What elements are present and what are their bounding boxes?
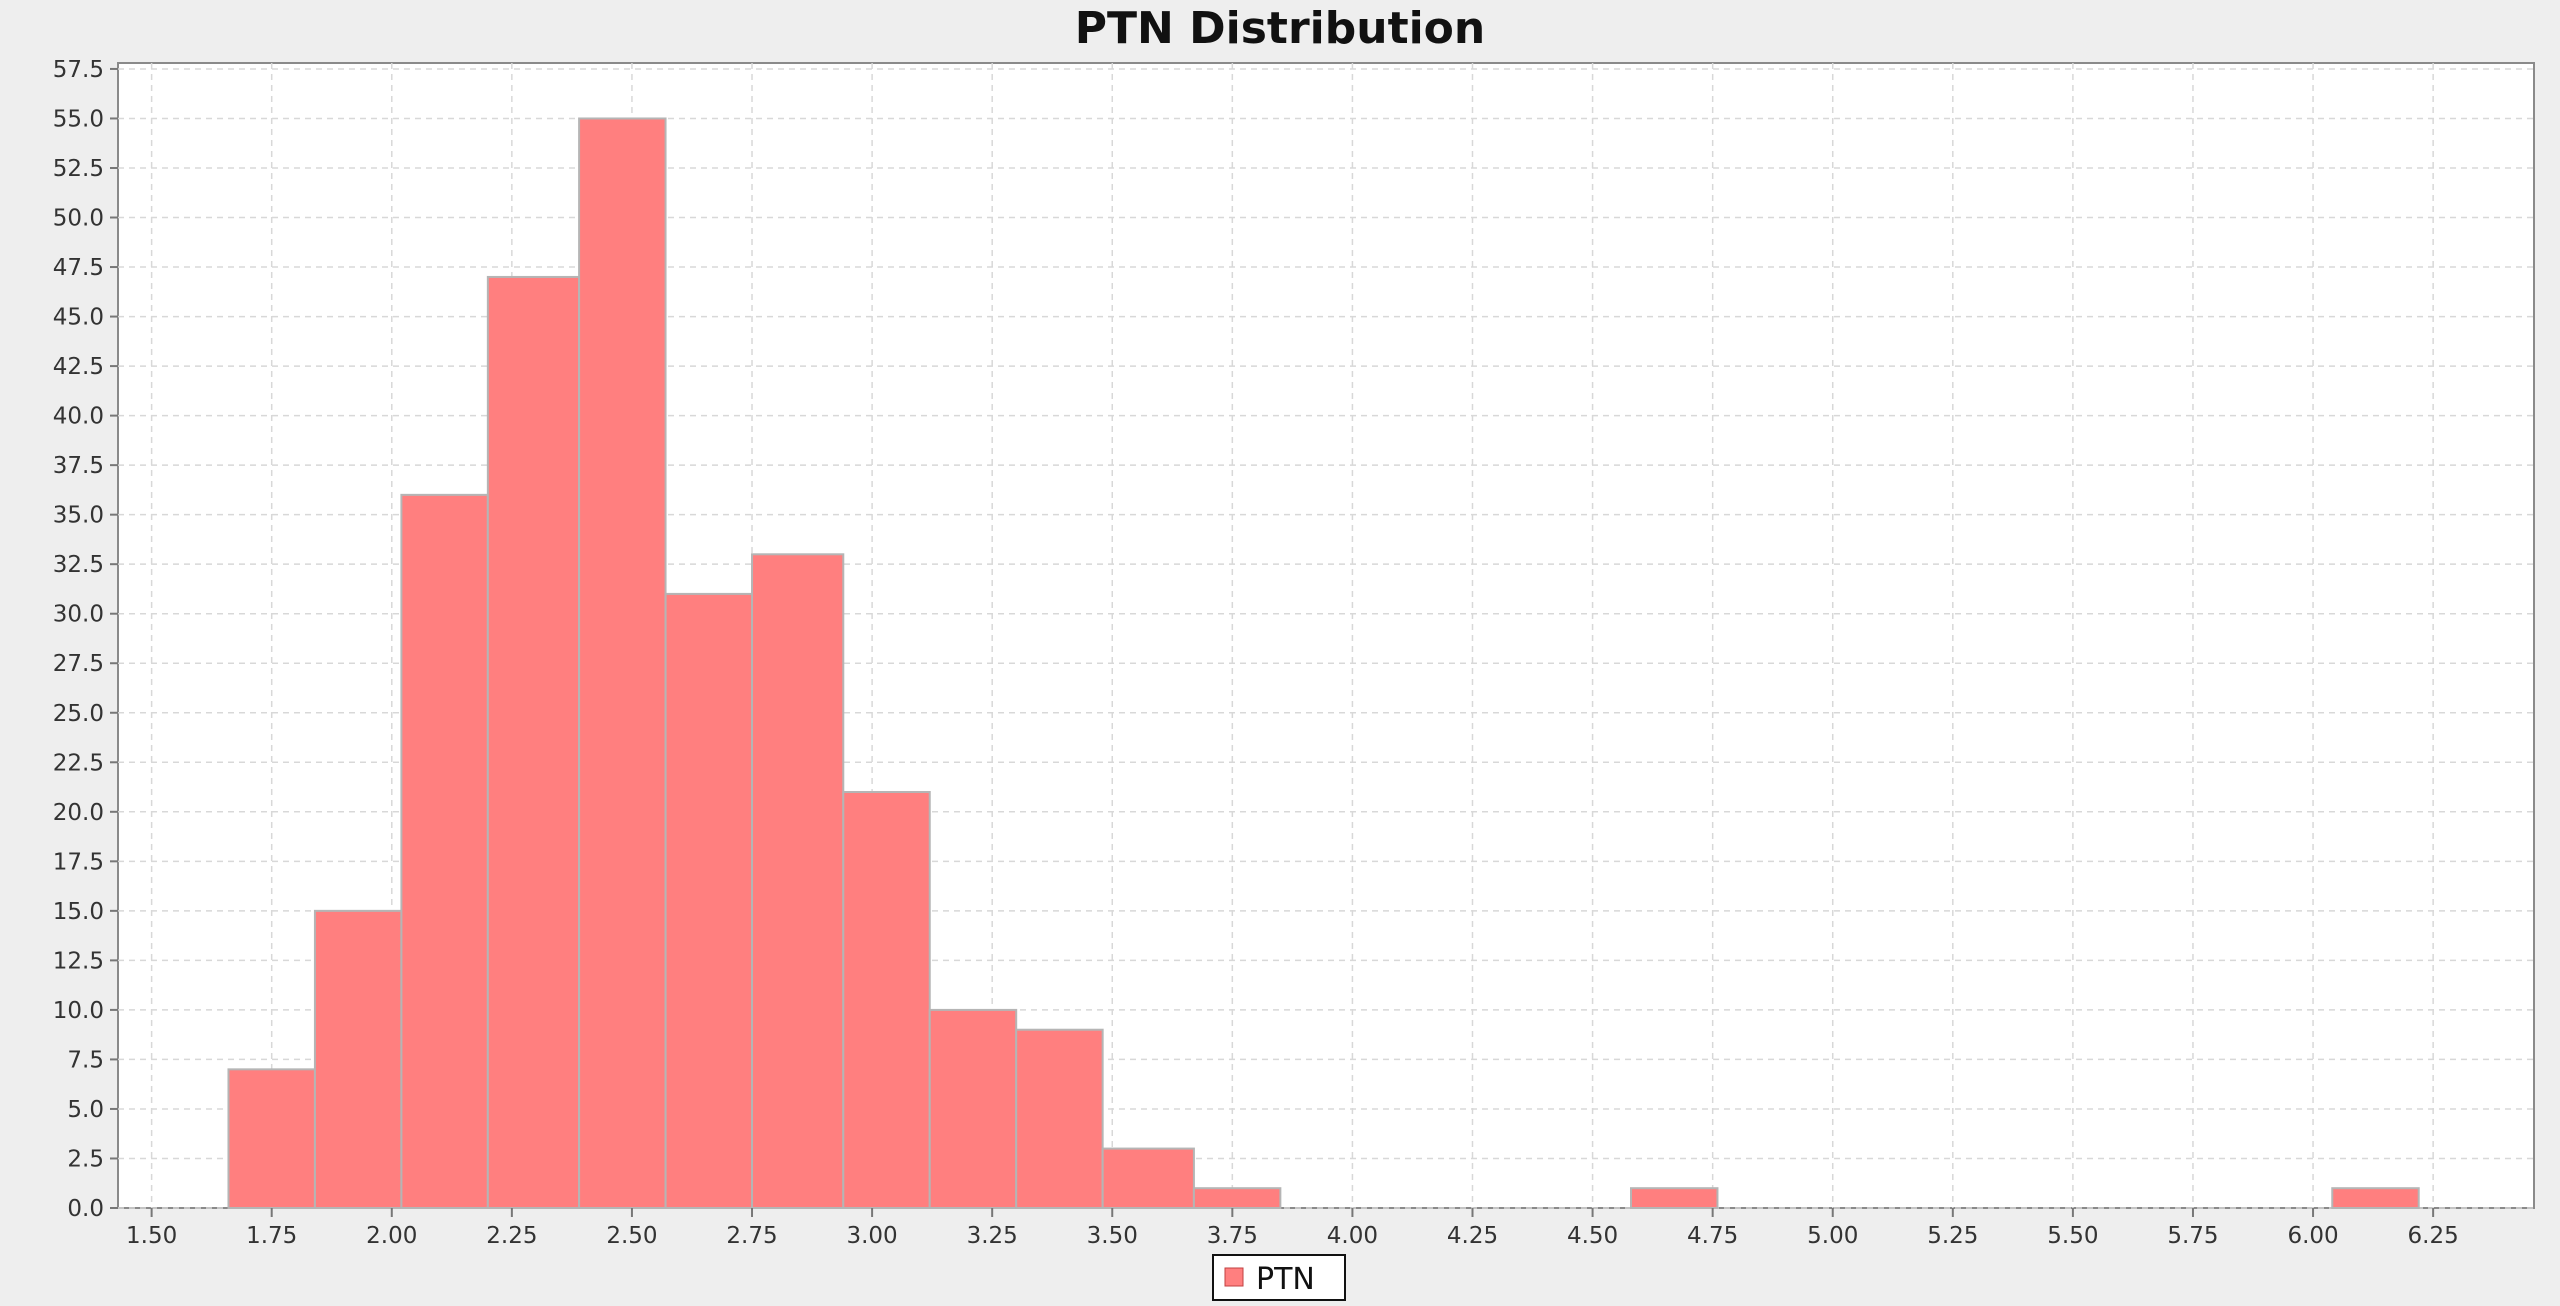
x-tick-label: 5.00 [1807,1223,1858,1249]
y-axis: 0.0 2.5 5.0 7.5 10.0 12.5 15.0 17.5 20.0 22.5 25.0… [53,57,118,1222]
y-tick-label: 52.5 [53,156,104,182]
grid-lines [118,63,2534,1209]
chart-title: PTN Distribution [1075,3,1486,54]
y-tick-label: 10.0 [53,998,104,1024]
y-tick-label: 30.0 [53,602,104,628]
x-tick-label: 4.50 [1567,1223,1618,1249]
y-tick-label: 22.5 [53,750,104,776]
x-tick-label: 5.50 [2047,1223,2098,1249]
x-tick-label: 1.75 [246,1223,297,1249]
x-tick-label: 4.00 [1327,1223,1378,1249]
x-axis: 1.50 1.75 2.00 2.25 2.50 2.75 3.00 3.25 3.50 3.75… [126,1208,2459,1249]
y-tick-label: 27.5 [53,651,104,677]
legend-label: PTN [1256,1262,1315,1297]
histogram-bar [313,909,403,1209]
y-tick-label: 25.0 [53,701,104,727]
y-tick-label: 55.0 [53,106,104,132]
y-tick-label: 57.5 [53,57,104,83]
y-tick-label: 50.0 [53,206,104,232]
x-tick-label: 3.00 [846,1223,897,1249]
x-tick-label: 3.75 [1207,1223,1258,1249]
y-tick-label: 32.5 [53,552,104,578]
histogram-bar [928,1008,1018,1210]
x-tick-label: 6.00 [2287,1223,2338,1249]
x-tick-label: 4.75 [1687,1223,1738,1249]
y-tick-label: 35.0 [53,503,104,529]
histogram-bar [486,275,581,1209]
y-tick-label: 37.5 [53,453,104,479]
legend-swatch [1224,1267,1244,1287]
x-tick-label: 2.00 [366,1223,417,1249]
histogram-bars [227,117,2420,1210]
histogram-bar [1630,1187,1719,1209]
y-tick-label: 12.5 [53,948,104,974]
y-tick-label: 47.5 [53,255,104,281]
x-tick-label: 5.25 [1927,1223,1978,1249]
x-tick-label: 3.50 [1087,1223,1138,1249]
y-tick-label: 15.0 [53,899,104,925]
histogram-bar [842,790,931,1209]
x-tick-label: 2.25 [486,1223,537,1249]
y-tick-label: 7.5 [67,1047,104,1073]
x-tick-label: 6.25 [2408,1223,2459,1249]
histogram-bar [400,493,489,1209]
histogram-bar [751,553,845,1209]
histogram-bar [664,592,754,1209]
histogram-bar [1015,1028,1104,1209]
x-tick-label: 1.50 [126,1223,177,1249]
y-tick-label: 45.0 [53,305,104,331]
y-tick-label: 42.5 [53,354,104,380]
x-tick-label: 2.75 [726,1223,777,1249]
x-tick-label: 2.50 [606,1223,657,1249]
x-tick-label: 3.25 [967,1223,1018,1249]
y-tick-label: 17.5 [53,849,104,875]
y-tick-label: 5.0 [67,1097,104,1123]
legend: PTN [1212,1254,1346,1301]
histogram-bar [1101,1147,1195,1209]
y-tick-label: 20.0 [53,800,104,826]
histogram-bar [578,117,667,1209]
y-tick-label: 0.0 [67,1196,104,1222]
x-tick-label: 4.25 [1447,1223,1498,1249]
x-tick-label: 5.75 [2167,1223,2218,1249]
y-tick-label: 2.5 [67,1146,104,1172]
histogram-bar [1192,1187,1282,1209]
histogram-bar [2331,1187,2420,1209]
y-tick-label: 40.0 [53,404,104,430]
histogram-bar [227,1068,316,1209]
